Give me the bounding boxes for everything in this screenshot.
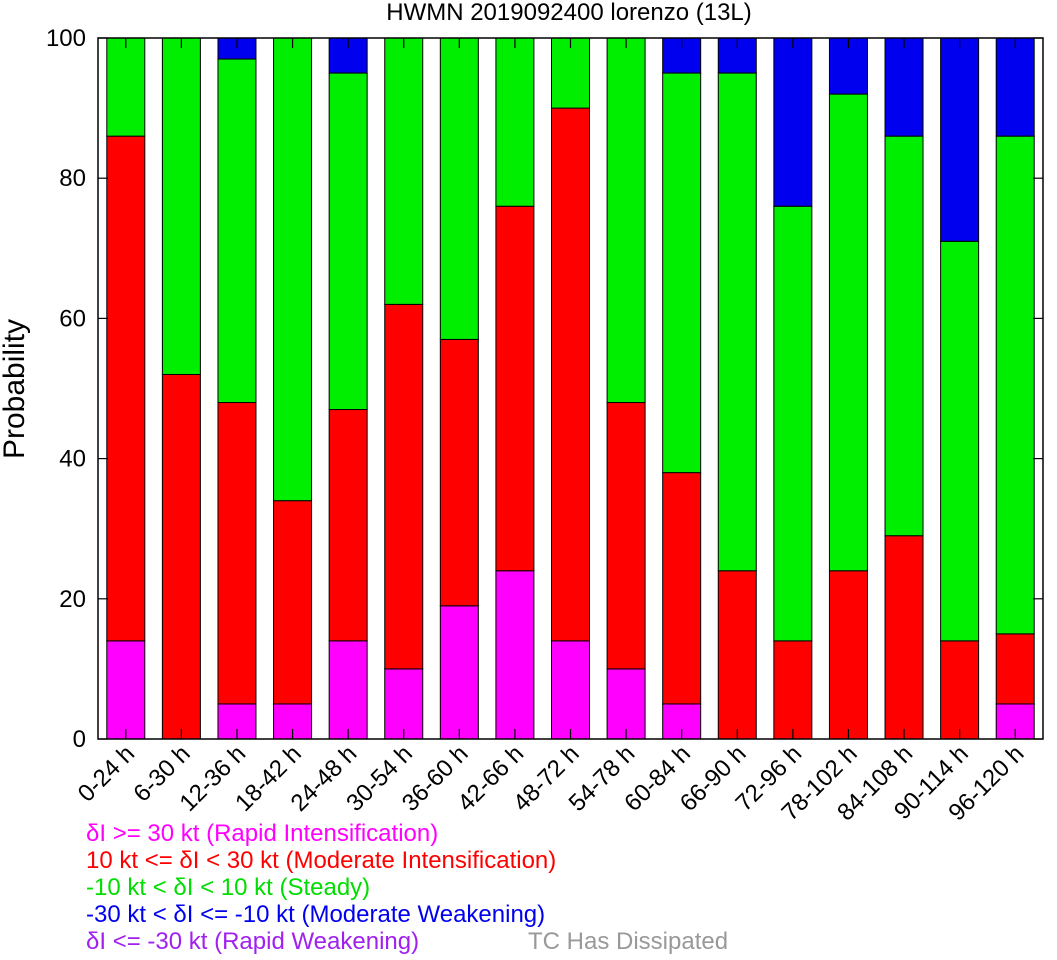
bar-segment-13-2 xyxy=(828,93,868,572)
bar-segment-15-3 xyxy=(940,37,980,242)
bar-segment-10-1 xyxy=(662,472,702,705)
legend-item-moderate-weakening: -30 kt < δI <= -10 kt (Moderate Weakenin… xyxy=(86,901,546,928)
bar-segment-3-2 xyxy=(273,37,313,502)
bar-segment-12-1 xyxy=(773,640,813,740)
bar-segment-1-1 xyxy=(161,373,201,740)
bar-segment-12-2 xyxy=(773,205,813,642)
dissipated-note: TC Has Dissipated xyxy=(528,928,729,955)
y-tick-label: 20 xyxy=(59,586,86,613)
y-tick-label: 60 xyxy=(59,305,86,332)
bar-segment-5-0 xyxy=(384,668,424,740)
y-tick-label: 100 xyxy=(46,25,86,52)
bar-segment-6-2 xyxy=(439,37,479,340)
bar-segment-14-2 xyxy=(884,135,924,537)
legend-item-rapid-weakening: δI <= -30 kt (Rapid Weakening) xyxy=(86,928,420,955)
y-axis-label: Probability xyxy=(0,319,31,459)
bar-segment-0-1 xyxy=(106,135,146,642)
bar-segment-15-2 xyxy=(940,240,980,642)
legend-item-rapid-intensification: δI >= 30 kt (Rapid Intensification) xyxy=(86,820,439,847)
bar-segment-14-1 xyxy=(884,535,924,740)
bar-segment-11-3 xyxy=(717,37,757,74)
bar-segment-13-1 xyxy=(828,570,868,740)
bar-segment-11-2 xyxy=(717,72,757,572)
y-tick-label: 40 xyxy=(59,446,86,473)
bar-segment-9-1 xyxy=(606,402,646,670)
bar-segment-3-1 xyxy=(273,500,313,705)
legend: δI >= 30 kt (Rapid Intensification) 10 k… xyxy=(86,820,556,955)
bar-segment-5-1 xyxy=(384,303,424,670)
bar-segment-2-1 xyxy=(217,402,257,705)
bar-segment-11-1 xyxy=(717,570,757,740)
bar-segment-15-1 xyxy=(940,640,980,740)
bar-segment-6-0 xyxy=(439,605,479,740)
bar-segment-7-1 xyxy=(495,205,535,572)
bar-segment-9-2 xyxy=(606,37,646,404)
bar-segment-8-2 xyxy=(551,37,590,109)
bar-segment-8-0 xyxy=(551,640,590,740)
bar-segment-4-1 xyxy=(328,409,368,642)
y-tick-label: 80 xyxy=(59,165,86,192)
y-tick-label: 0 xyxy=(73,726,86,753)
legend-item-moderate-intensification: 10 kt <= δI < 30 kt (Moderate Intensific… xyxy=(86,847,557,874)
bar-segment-16-3 xyxy=(995,37,1035,137)
chart-title: HWMN 2019092400 lorenzo (13L) xyxy=(386,0,752,26)
bar-segment-14-3 xyxy=(884,37,924,137)
bar-segment-1-2 xyxy=(161,37,201,375)
bar-segment-4-0 xyxy=(328,640,368,740)
bar-segment-5-2 xyxy=(384,37,424,305)
bar-segment-7-2 xyxy=(495,37,535,207)
legend-item-steady: -10 kt < δI < 10 kt (Steady) xyxy=(86,874,371,901)
bar-segment-6-1 xyxy=(439,338,479,607)
bar-segment-7-0 xyxy=(495,570,535,740)
bar-segment-0-2 xyxy=(106,37,146,137)
stacked-bar-chart: HWMN 2019092400 lorenzo (13L) Probabilit… xyxy=(0,0,1044,820)
bar-segment-16-2 xyxy=(995,135,1035,635)
bar-segment-2-2 xyxy=(217,58,257,404)
bar-segment-12-3 xyxy=(773,37,813,207)
bar-segment-8-1 xyxy=(551,107,590,642)
bar-segment-4-2 xyxy=(328,72,368,411)
bar-segment-9-0 xyxy=(606,668,646,740)
bar-segment-16-1 xyxy=(995,633,1035,705)
bar-segment-10-2 xyxy=(662,72,702,474)
bar-segment-0-0 xyxy=(106,640,146,740)
